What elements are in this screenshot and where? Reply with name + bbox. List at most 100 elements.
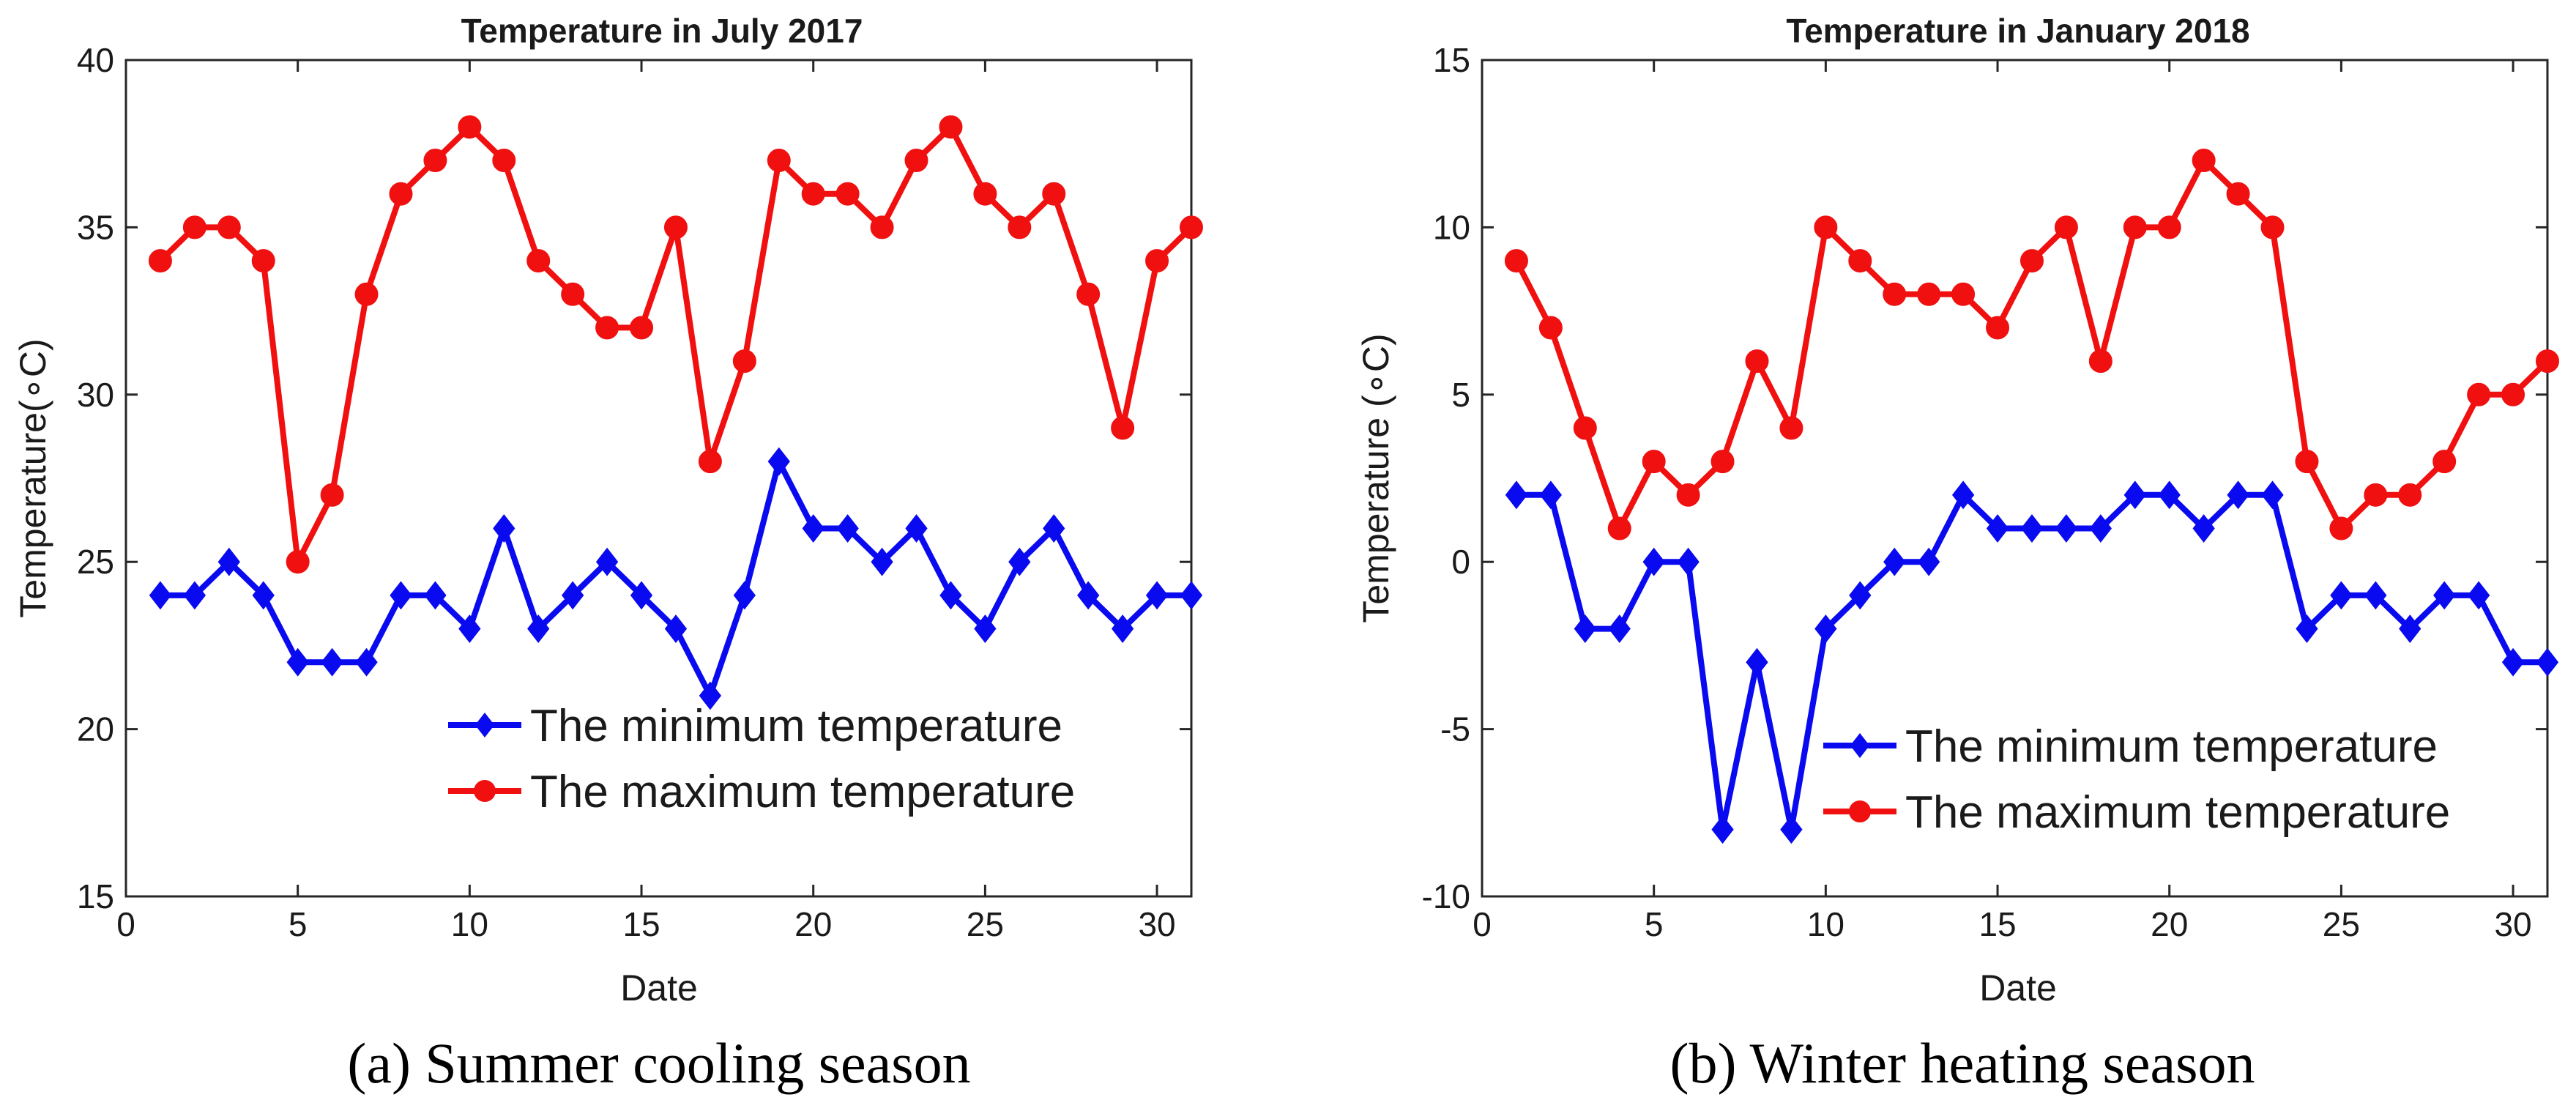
data-point — [664, 614, 688, 643]
data-point — [321, 647, 343, 677]
data-point — [286, 647, 309, 677]
data-point — [1883, 282, 1907, 306]
data-point — [2433, 581, 2456, 610]
x-tick-label: 20 — [794, 905, 832, 943]
data-point — [939, 581, 962, 610]
data-point — [458, 614, 481, 643]
panel-b-title: Temperature in January 2018 — [1786, 12, 2249, 50]
data-point — [2227, 480, 2249, 510]
data-point — [2467, 382, 2491, 406]
y-tick-label: -10 — [1422, 877, 1470, 915]
data-point — [527, 614, 550, 643]
data-point — [835, 182, 860, 206]
panel-a-ylabel: Temperature(∘C) — [12, 338, 53, 617]
data-point — [182, 215, 206, 239]
data-point — [1573, 416, 1597, 440]
data-point — [2296, 614, 2318, 643]
x-tick-label: 30 — [1138, 905, 1175, 943]
x-tick-label: 0 — [1473, 905, 1492, 943]
data-point — [802, 514, 824, 543]
panel-b-caption: (b) Winter heating season — [1669, 1031, 2255, 1095]
panel-a-caption-text: Summer cooling season — [425, 1031, 970, 1095]
data-point — [2054, 215, 2078, 239]
y-tick-label: 5 — [1451, 376, 1470, 414]
data-point — [183, 581, 206, 610]
data-point — [2260, 215, 2285, 239]
data-point — [2364, 483, 2388, 507]
data-point — [1986, 514, 2009, 543]
series-line-minimum — [1516, 491, 2547, 833]
data-point — [1676, 483, 1700, 507]
data-point — [1780, 815, 1803, 844]
data-point — [493, 514, 515, 543]
data-point — [1145, 249, 1169, 273]
data-point — [1145, 581, 1169, 610]
y-tick-label: 15 — [1433, 41, 1470, 79]
panel-b-caption-label: (b) — [1669, 1031, 1736, 1095]
data-point — [733, 581, 756, 610]
panel-a-legend: The minimum temperature The maximum tempe… — [448, 701, 1075, 817]
data-point — [801, 182, 825, 206]
data-point — [1779, 416, 1803, 440]
data-point — [595, 316, 619, 340]
y-tick-label: 30 — [77, 376, 114, 414]
data-point — [1848, 249, 1872, 273]
panel-a-summer-chart: Temperature in July 2017 0 5 10 15 20 25 30 15 2… — [12, 12, 1203, 1095]
data-point — [904, 149, 928, 173]
data-point — [2020, 514, 2044, 543]
data-point — [149, 581, 172, 610]
panel-b-caption-text: Winter heating season — [1750, 1031, 2255, 1095]
data-point — [1539, 480, 1563, 510]
data-point — [1111, 614, 1134, 643]
data-point — [2329, 516, 2353, 540]
legend-marker — [1849, 800, 1871, 822]
legend-label: The maximum temperature — [1905, 787, 2450, 838]
data-point — [2088, 349, 2112, 374]
data-point — [1814, 614, 1837, 643]
data-point — [320, 483, 344, 507]
data-point — [1951, 480, 1975, 510]
data-point — [492, 149, 516, 173]
panel-b-winter-chart: Temperature in January 2018 0 5 10 15 20 25 30… — [1355, 12, 2559, 1095]
data-point — [1917, 282, 1941, 306]
data-point — [1814, 215, 1838, 239]
data-point — [2226, 182, 2250, 206]
data-point — [2398, 483, 2422, 507]
x-tick-label: 30 — [2494, 905, 2531, 943]
data-point — [871, 547, 893, 576]
panel-a-title: Temperature in July 2017 — [461, 12, 863, 50]
data-point — [732, 349, 756, 374]
legend-marker — [474, 780, 496, 802]
data-point — [973, 182, 997, 206]
data-point — [2158, 480, 2181, 510]
data-point — [1008, 215, 1032, 239]
data-point — [526, 249, 551, 273]
data-point — [2020, 249, 2044, 273]
data-point — [390, 581, 412, 610]
data-point — [2123, 480, 2146, 510]
data-point — [2192, 149, 2216, 173]
data-point — [561, 581, 584, 610]
data-point — [1710, 450, 1735, 474]
data-point — [1538, 316, 1563, 340]
data-point — [1849, 581, 1872, 610]
data-point — [939, 115, 963, 139]
y-tick-label: -5 — [1440, 710, 1470, 748]
data-point — [1504, 249, 1528, 273]
data-point — [2089, 514, 2112, 543]
data-point — [2364, 581, 2387, 610]
data-point — [2123, 215, 2147, 239]
panel-a-caption: (a) Summer cooling season — [347, 1031, 970, 1095]
x-tick-label: 0 — [116, 905, 135, 943]
data-point — [767, 447, 790, 476]
data-point — [2192, 514, 2215, 543]
x-tick-label: 15 — [622, 905, 660, 943]
data-point — [698, 450, 722, 474]
data-point — [2295, 450, 2319, 474]
series-line-minimum — [160, 458, 1191, 699]
x-tick-label: 10 — [451, 905, 488, 943]
data-point — [1008, 547, 1031, 576]
y-tick-label: 35 — [77, 208, 114, 246]
data-point — [1677, 547, 1700, 576]
